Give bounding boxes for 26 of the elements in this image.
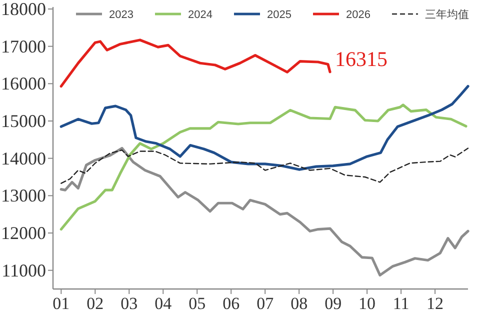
y-tick-label: 14000 [1, 148, 46, 168]
legend-label: 三年均值 [425, 9, 469, 21]
annotation: 16315 [335, 46, 388, 71]
x-tick-label: 07 [256, 294, 274, 312]
y-tick-label: 11000 [2, 260, 46, 280]
y-tick-label: 16000 [1, 74, 46, 94]
x-tick-label: 03 [120, 294, 138, 312]
x-tick-label: 04 [154, 294, 172, 312]
x-tick-label: 10 [358, 294, 376, 312]
legend-label: 2024 [188, 9, 212, 21]
x-tick-label: 02 [86, 294, 104, 312]
x-tick-label: 01 [52, 294, 70, 312]
y-tick-label: 15000 [1, 111, 46, 131]
y-tick-label: 12000 [1, 223, 46, 243]
x-tick-label: 09 [324, 294, 342, 312]
x-tick-label: 05 [188, 294, 206, 312]
y-tick-label: 17000 [1, 36, 46, 56]
x-tick-label: 06 [222, 294, 240, 312]
legend-label: 2026 [346, 9, 370, 21]
y-tick-label: 18000 [1, 0, 46, 19]
x-tick-label: 12 [426, 294, 444, 312]
legend-label: 2023 [109, 9, 134, 21]
y-tick-label: 13000 [1, 186, 46, 206]
legend-label: 2025 [267, 9, 292, 21]
x-tick-label: 11 [392, 294, 410, 312]
x-tick-label: 08 [290, 294, 308, 312]
